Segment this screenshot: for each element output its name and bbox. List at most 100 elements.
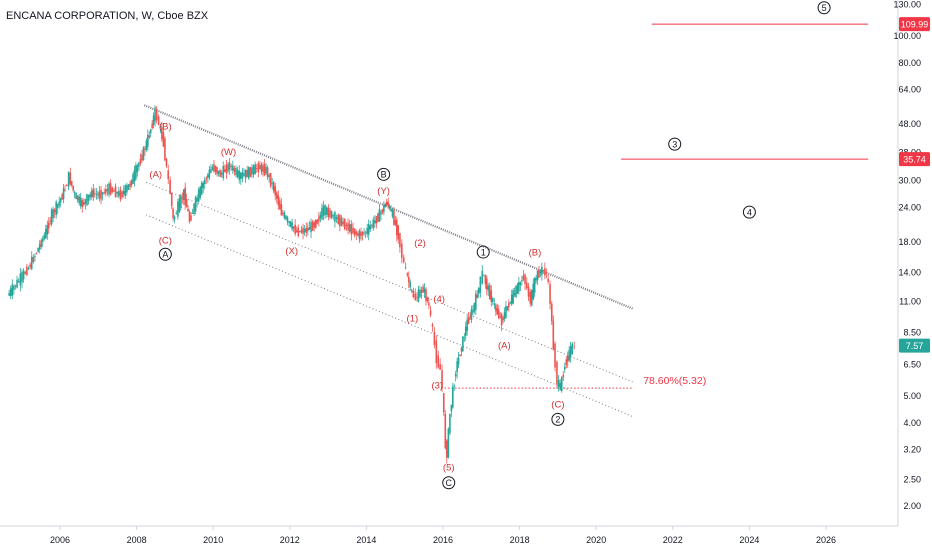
candle-body (67, 171, 70, 187)
candle-body (307, 227, 309, 232)
candle-body (457, 357, 460, 365)
candle-body (11, 284, 14, 296)
candle-body (124, 185, 127, 196)
candle-body (565, 359, 568, 366)
x-tick-label: 2026 (816, 535, 836, 545)
candle-body (190, 215, 192, 221)
candle-body (463, 337, 466, 339)
candle-body (138, 162, 140, 167)
candle-body (431, 324, 434, 327)
candle-body (58, 201, 61, 206)
candle-body (337, 214, 340, 224)
trend-channel-line[interactable] (145, 214, 633, 417)
candle-body (62, 188, 65, 200)
candle-body (69, 172, 72, 185)
wave-label[interactable]: C (445, 478, 452, 488)
wave-label[interactable]: (A) (149, 170, 162, 181)
wave-label[interactable]: (1) (407, 314, 419, 325)
y-tick-label: 5.00 (903, 391, 921, 401)
wave-label[interactable]: (4) (433, 294, 445, 305)
candle-body (47, 222, 50, 229)
candle-body (82, 202, 85, 205)
candle-body (126, 185, 128, 193)
candle-body (508, 302, 510, 308)
y-tick-label: 8.50 (903, 327, 921, 337)
wave-label[interactable]: 1 (481, 247, 486, 257)
wave-label[interactable]: (B) (159, 122, 172, 133)
candle-body (319, 214, 322, 218)
candle-body (318, 216, 320, 222)
candle-body (497, 309, 500, 319)
candle-body (65, 184, 68, 186)
candle-body (428, 302, 430, 306)
candle-body (241, 172, 244, 179)
candle-body (162, 132, 165, 147)
y-tick-label: 48.00 (898, 119, 921, 129)
y-tick-label: 24.00 (898, 203, 921, 213)
trend-channel-line[interactable] (145, 181, 633, 383)
candle-body (557, 379, 560, 388)
wave-label[interactable]: (3) (431, 380, 443, 391)
wave-label[interactable]: B (381, 170, 387, 180)
candle-body (566, 355, 569, 362)
wave-label[interactable]: (5) (443, 463, 455, 474)
wave-label[interactable]: 2 (555, 415, 560, 425)
candle-body (222, 166, 225, 179)
fib-retracement-label[interactable]: 78.60%(5.32) (643, 375, 706, 387)
candle-body (429, 310, 432, 316)
candle-body (435, 340, 438, 364)
wave-label-circle (668, 137, 682, 151)
candle-body (416, 297, 418, 299)
candle-body (460, 347, 463, 352)
wave-label[interactable]: (Y) (377, 186, 390, 197)
candle-body (367, 224, 370, 235)
candle-body (26, 266, 28, 275)
wave-label[interactable]: 3 (672, 139, 677, 149)
candle-body (288, 221, 290, 223)
candle-body (228, 162, 231, 170)
y-tick-label: 2.00 (903, 501, 921, 511)
candle-body (360, 232, 362, 237)
candle-body (196, 197, 198, 202)
wave-label[interactable]: (C) (159, 236, 172, 247)
candle-body (13, 285, 15, 290)
wave-label[interactable]: (W) (221, 147, 236, 158)
candle-body (243, 173, 245, 177)
wave-label[interactable]: 4 (747, 207, 752, 217)
wave-label[interactable]: (B) (529, 247, 542, 258)
wave-label-circle (377, 167, 391, 181)
y-tick-label: 130.00 (893, 0, 921, 10)
candle-body (252, 165, 255, 175)
wave-label[interactable]: (A) (498, 341, 511, 352)
candle-body (45, 229, 47, 239)
candle-body (75, 193, 77, 200)
candle-body (263, 164, 266, 175)
candle-body (283, 212, 286, 219)
candle-body (477, 287, 480, 295)
wave-label[interactable]: (C) (551, 400, 564, 411)
candle-body (350, 223, 353, 235)
candle-body (563, 366, 566, 370)
wave-label[interactable]: (X) (285, 246, 298, 257)
candle-body (187, 208, 189, 212)
candle-body (519, 282, 522, 286)
candle-body (244, 169, 247, 179)
candle-body (16, 279, 18, 288)
wave-label[interactable]: (2) (414, 238, 426, 249)
candle-body (149, 129, 152, 134)
wave-label[interactable]: A (162, 250, 168, 260)
x-tick-label: 2020 (586, 535, 606, 545)
candle-body (305, 227, 308, 233)
candle-body (113, 190, 115, 192)
candle-body (247, 167, 250, 179)
candle-body (444, 414, 447, 449)
candle-body (17, 281, 20, 282)
candle-body (294, 224, 296, 234)
candle-body (402, 257, 405, 263)
candle-body (147, 134, 149, 147)
wave-label[interactable]: 5 (822, 3, 827, 13)
candle-body (139, 158, 142, 164)
candle-body (407, 276, 410, 283)
candle-body (491, 298, 494, 302)
